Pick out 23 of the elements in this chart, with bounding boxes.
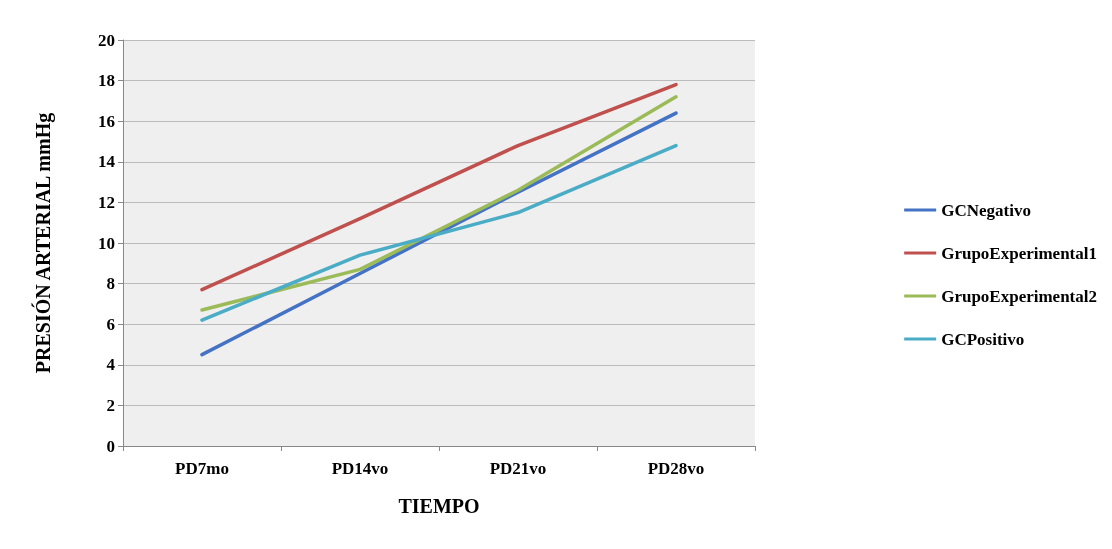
y-tick-label: 4 xyxy=(106,355,116,375)
legend-label: GCNegativo xyxy=(941,200,1031,220)
y-tick-label: 18 xyxy=(98,71,115,91)
x-tick-label: PD28vo xyxy=(647,459,705,478)
y-axis-title: PRESIÓN ARTERIAL mmHg xyxy=(31,112,55,374)
legend-label: GrupoExperimental2 xyxy=(941,286,1098,306)
y-tick-label: 14 xyxy=(98,152,116,172)
legend-label: GCPositivo xyxy=(941,329,1025,349)
x-axis-title: TIEMPO xyxy=(398,495,480,517)
x-tick-label: PD7mo xyxy=(175,459,229,478)
y-tick-label: 6 xyxy=(106,314,115,334)
line-series xyxy=(200,111,678,357)
x-tick-label: PD21vo xyxy=(489,459,547,478)
y-tick-label: 16 xyxy=(98,111,115,131)
y-tick-label: 12 xyxy=(98,192,115,212)
y-tick-label: 10 xyxy=(98,233,115,253)
y-tick-label: 2 xyxy=(106,395,115,415)
y-tick-label: 20 xyxy=(98,30,115,50)
legend-label: GrupoExperimental1 xyxy=(941,243,1098,263)
y-tick-label: 0 xyxy=(106,436,115,456)
x-tick-label: PD14vo xyxy=(331,459,389,478)
line-series xyxy=(200,143,678,322)
y-tick-label: 8 xyxy=(106,274,115,294)
